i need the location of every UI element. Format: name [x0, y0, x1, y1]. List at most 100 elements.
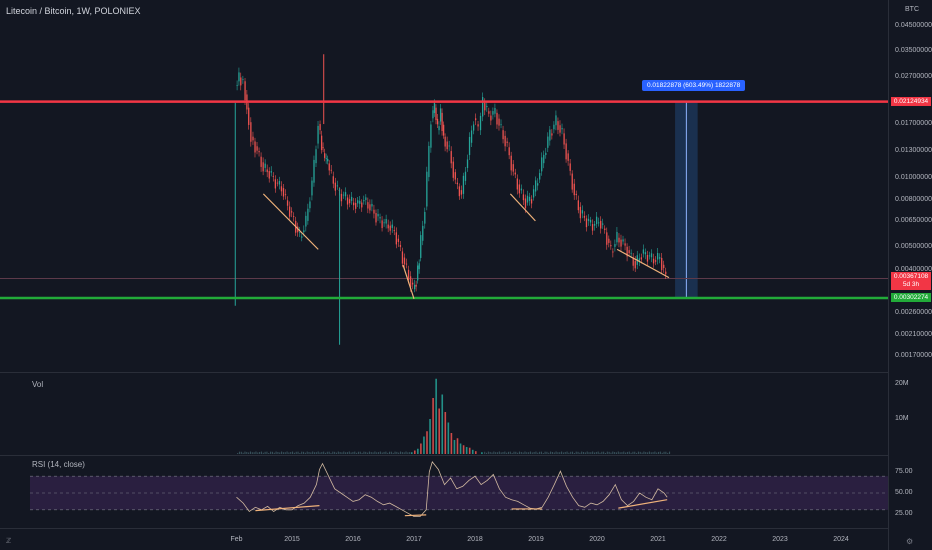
volume-bar [328, 451, 330, 454]
price-candle [305, 215, 307, 227]
price-candle [659, 257, 661, 259]
price-candle [422, 225, 424, 241]
volume-bar [667, 452, 669, 454]
volume-bar [539, 451, 541, 454]
volume-bar [387, 452, 389, 454]
rsi-tick-label: 75.00 [895, 468, 913, 475]
volume-bar [292, 451, 294, 454]
price-candle [359, 200, 361, 204]
volume-bar [324, 452, 327, 454]
volume-bar [537, 452, 539, 454]
volume-bar [568, 452, 570, 454]
price-candle [248, 107, 250, 125]
price-candle [375, 213, 377, 223]
price-candle [361, 202, 363, 208]
volume-bar [444, 412, 447, 454]
volume-bar [559, 452, 561, 454]
support-price-tag: 0.00302274 [891, 293, 931, 303]
price-candle [322, 147, 324, 149]
volume-bar [262, 452, 264, 454]
price-candle [563, 133, 565, 145]
price-candle [317, 125, 319, 144]
volume-bar [584, 452, 586, 454]
price-candle [397, 238, 400, 242]
price-candle [336, 185, 339, 187]
volume-bar [496, 452, 499, 454]
symbol-title[interactable]: Litecoin / Bitcoin, 1W, POLONIEX [6, 6, 141, 16]
time-tick-label: 2018 [467, 536, 483, 543]
price-candle [510, 155, 512, 171]
volume-bar [665, 451, 667, 454]
volume-bar [566, 451, 568, 454]
price-candle [320, 135, 323, 151]
time-tick-label: Feb [230, 536, 243, 543]
price-candle [458, 186, 461, 197]
volume-bar [511, 452, 513, 454]
volume-bar [350, 452, 352, 454]
volume-bar [495, 452, 497, 454]
price-candle [387, 224, 389, 229]
volume-bar [562, 452, 564, 454]
price-candle [446, 141, 448, 150]
volume-bar [251, 452, 253, 454]
volume-bar [575, 451, 577, 454]
volume-bar [394, 451, 396, 454]
rsi-label[interactable]: RSI (14, close) [32, 460, 85, 469]
price-trendline [616, 248, 670, 279]
price-candle [557, 121, 559, 130]
volume-bar [246, 451, 248, 454]
volume-bar [321, 451, 323, 454]
zoom-icon[interactable]: ℤ [6, 538, 12, 545]
price-candle [303, 230, 305, 233]
volume-bar [253, 452, 255, 454]
price-axis[interactable]: BTC 0.02124934 0.00367108 5d 3h 0.003022… [888, 0, 932, 550]
volume-bar [456, 438, 459, 454]
settings-icon[interactable]: ⚙ [906, 537, 914, 546]
price-candle [663, 264, 665, 269]
price-candle [407, 269, 410, 281]
volume-bar [592, 451, 594, 454]
price-candle [498, 118, 500, 126]
volume-bar [561, 451, 563, 454]
price-candle [579, 206, 582, 219]
price-candle [500, 124, 502, 126]
volume-bar [388, 451, 391, 454]
price-candle [539, 173, 541, 180]
volume-bar [654, 451, 656, 454]
volume-bar [645, 452, 647, 454]
price-candle [654, 260, 657, 262]
volume-bar [632, 451, 634, 454]
price-candle [475, 118, 477, 121]
volume-bar [581, 451, 583, 454]
volume-bar [606, 451, 608, 454]
price-candle [656, 253, 659, 260]
price-candle [301, 236, 303, 238]
volume-bar [531, 452, 533, 454]
volume-bar [383, 451, 385, 454]
volume-bar [619, 452, 621, 454]
price-candle [591, 224, 594, 231]
volume-bar [550, 451, 552, 454]
volume-bar [504, 451, 506, 454]
price-candle [442, 124, 445, 136]
volume-bar [279, 452, 281, 454]
price-candle [278, 180, 281, 185]
price-candle [514, 172, 516, 175]
price-candle [436, 118, 439, 125]
volume-bar [297, 451, 299, 454]
volume-bar [506, 452, 508, 454]
volume-bar [249, 451, 252, 454]
volume-bar [597, 451, 599, 454]
volume-bar [423, 436, 425, 454]
volume-bar [315, 452, 317, 454]
volume-bar [601, 451, 603, 454]
volume-bar [509, 451, 511, 454]
volume-bar [312, 451, 314, 454]
price-candle [417, 265, 419, 281]
price-candle [606, 232, 608, 245]
time-tick-label: 2023 [772, 536, 788, 543]
volume-bar [432, 398, 434, 454]
volume-bar [348, 451, 350, 454]
volume-bar [438, 408, 440, 454]
price-candle [438, 126, 440, 131]
